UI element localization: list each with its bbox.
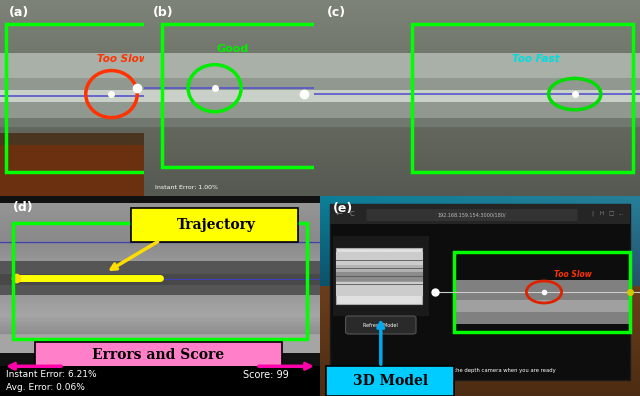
Text: Too Fast: Too Fast xyxy=(512,54,559,64)
Text: Score: 99: Score: 99 xyxy=(243,370,289,380)
Bar xyxy=(162,23,356,167)
Text: 192.168.159.154:3000/180/: 192.168.159.154:3000/180/ xyxy=(438,213,506,217)
FancyBboxPatch shape xyxy=(314,53,640,88)
FancyBboxPatch shape xyxy=(0,90,214,102)
FancyBboxPatch shape xyxy=(131,208,298,242)
FancyBboxPatch shape xyxy=(0,261,320,295)
FancyBboxPatch shape xyxy=(336,248,422,304)
Text: (b): (b) xyxy=(153,6,173,19)
FancyBboxPatch shape xyxy=(366,209,578,221)
FancyBboxPatch shape xyxy=(0,133,214,145)
Text: Too Slow: Too Slow xyxy=(97,54,148,64)
Text: Refresh Model: Refresh Model xyxy=(364,322,398,327)
FancyBboxPatch shape xyxy=(0,118,214,128)
FancyBboxPatch shape xyxy=(333,236,429,316)
Text: Errors and Score: Errors and Score xyxy=(92,348,225,362)
Text: ←: ← xyxy=(336,209,342,218)
FancyBboxPatch shape xyxy=(314,90,640,102)
Text: (a): (a) xyxy=(8,6,29,19)
FancyBboxPatch shape xyxy=(0,274,320,285)
Text: Too Slow: Too Slow xyxy=(554,270,591,278)
Bar xyxy=(6,23,208,173)
FancyBboxPatch shape xyxy=(0,78,214,122)
FancyBboxPatch shape xyxy=(314,78,640,122)
Text: □: □ xyxy=(609,211,614,216)
FancyBboxPatch shape xyxy=(330,204,630,224)
FancyBboxPatch shape xyxy=(144,90,365,102)
Bar xyxy=(412,23,634,173)
Bar xyxy=(13,223,307,339)
FancyBboxPatch shape xyxy=(0,53,214,88)
FancyBboxPatch shape xyxy=(326,366,454,396)
FancyBboxPatch shape xyxy=(454,300,630,312)
FancyBboxPatch shape xyxy=(0,141,214,196)
Text: (e): (e) xyxy=(333,202,353,215)
Bar xyxy=(454,252,630,332)
Text: (c): (c) xyxy=(326,6,346,19)
FancyBboxPatch shape xyxy=(314,118,640,128)
FancyBboxPatch shape xyxy=(346,316,416,334)
FancyBboxPatch shape xyxy=(144,118,365,128)
Text: Trajectory: Trajectory xyxy=(177,218,255,232)
FancyBboxPatch shape xyxy=(144,53,365,88)
Text: Instant Error: 1.00%: Instant Error: 1.00% xyxy=(155,185,218,190)
Text: ...: ... xyxy=(618,211,623,216)
FancyBboxPatch shape xyxy=(330,204,630,380)
Text: Cover the depth camera when you are ready: Cover the depth camera when you are read… xyxy=(436,367,556,373)
Text: C: C xyxy=(349,211,355,217)
Text: |: | xyxy=(591,211,593,216)
FancyBboxPatch shape xyxy=(144,78,365,122)
Text: H: H xyxy=(600,211,604,216)
Text: Instant Error: 6.21%
Avg. Error: 0.06%: Instant Error: 6.21% Avg. Error: 0.06% xyxy=(6,370,97,392)
Text: 3D Model: 3D Model xyxy=(353,374,428,388)
FancyBboxPatch shape xyxy=(35,343,282,368)
FancyBboxPatch shape xyxy=(454,280,630,324)
Text: Good: Good xyxy=(216,44,248,54)
Text: (d): (d) xyxy=(13,201,33,214)
